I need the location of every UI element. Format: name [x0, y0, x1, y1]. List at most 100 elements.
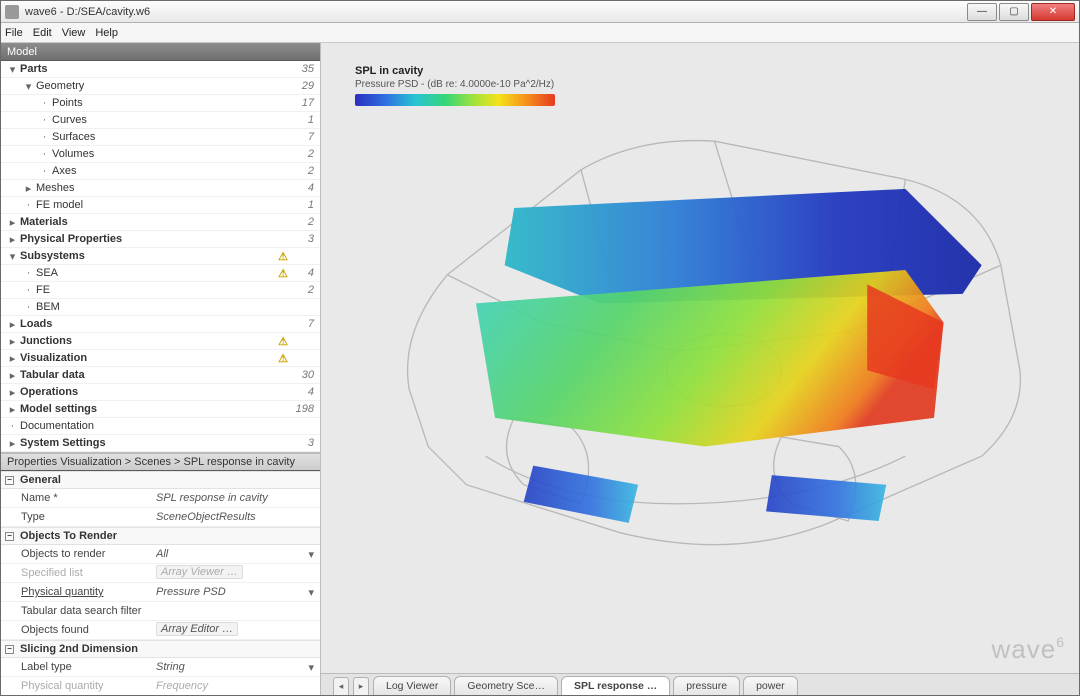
chevron-right-icon[interactable]: ▸	[7, 437, 18, 450]
close-button[interactable]: ✕	[1031, 3, 1075, 21]
property-button[interactable]: Array Editor …	[156, 622, 320, 639]
tree-item[interactable]: ·Volumes2	[1, 146, 320, 163]
property-dropdown[interactable]: All	[156, 548, 320, 561]
tree-item[interactable]: ▸Tabular data30	[1, 367, 320, 384]
bullet-icon[interactable]: ·	[23, 301, 34, 313]
menu-file[interactable]: File	[5, 27, 23, 39]
viewport-tab[interactable]: SPL response …	[561, 676, 670, 695]
minimize-button[interactable]: —	[967, 3, 997, 21]
tree-item[interactable]: ·FE model1	[1, 197, 320, 214]
chevron-right-icon[interactable]: ▸	[7, 352, 18, 365]
chevron-right-icon[interactable]: ▸	[7, 386, 18, 399]
tree-item[interactable]: ·Documentation	[1, 418, 320, 435]
tree-item[interactable]: ▾Subsystems⚠	[1, 248, 320, 265]
maximize-button[interactable]: ▢	[999, 3, 1029, 21]
bullet-icon[interactable]: ·	[23, 284, 34, 296]
collapse-icon[interactable]: −	[5, 532, 14, 541]
property-group-header[interactable]: −Objects To Render	[1, 527, 320, 545]
tree-item-label: Materials	[20, 216, 288, 228]
chevron-right-icon[interactable]: ▸	[7, 318, 18, 331]
property-group-title: Objects To Render	[20, 530, 117, 542]
bullet-icon[interactable]: ·	[7, 420, 18, 432]
menu-edit[interactable]: Edit	[33, 27, 52, 39]
chevron-right-icon[interactable]: ▸	[7, 233, 18, 246]
tree-item[interactable]: ·Curves1	[1, 112, 320, 129]
property-row[interactable]: Objects foundArray Editor …	[1, 621, 320, 640]
property-button[interactable]: Array Viewer …	[156, 565, 320, 582]
tree-item-label: Tabular data	[20, 369, 288, 381]
property-row[interactable]: Label typeString	[1, 658, 320, 677]
viewport-tab[interactable]: Log Viewer	[373, 676, 451, 695]
tree-item[interactable]: ▸Loads7	[1, 316, 320, 333]
color-legend: SPL in cavity Pressure PSD - (dB re: 4.0…	[355, 65, 555, 106]
property-row[interactable]: Objects to renderAll	[1, 545, 320, 564]
bullet-icon[interactable]: ·	[23, 199, 34, 211]
chevron-right-icon[interactable]: ▸	[23, 182, 34, 195]
tree-item[interactable]: ·SEA⚠4	[1, 265, 320, 282]
chevron-down-icon[interactable]: ▾	[23, 80, 34, 93]
bullet-icon[interactable]: ·	[39, 165, 50, 177]
viewport-tab[interactable]: pressure	[673, 676, 740, 695]
property-group-header[interactable]: −General	[1, 471, 320, 489]
tree-item-count: 2	[288, 284, 314, 296]
viewport-tab[interactable]: power	[743, 676, 798, 695]
tree-item[interactable]: ▸Model settings198	[1, 401, 320, 418]
collapse-icon[interactable]: −	[5, 645, 14, 654]
warning-icon: ⚠	[278, 250, 288, 263]
property-dropdown[interactable]: Pressure PSD	[156, 586, 320, 599]
chevron-right-icon[interactable]: ▸	[7, 369, 18, 382]
menu-view[interactable]: View	[62, 27, 86, 39]
viewport-tab[interactable]: Geometry Sce…	[454, 676, 558, 695]
tree-item[interactable]: ·FE2	[1, 282, 320, 299]
tree-item[interactable]: ▾Geometry29	[1, 78, 320, 95]
tree-item[interactable]: ▸Operations4	[1, 384, 320, 401]
property-row[interactable]: Physical quantityPressure PSD	[1, 583, 320, 602]
tree-item-label: Operations	[20, 386, 288, 398]
tree-item-label: Meshes	[36, 182, 288, 194]
tree-item[interactable]: ▸Materials2	[1, 214, 320, 231]
property-group-header[interactable]: −Slicing 2nd Dimension	[1, 640, 320, 658]
bullet-icon[interactable]: ·	[39, 148, 50, 160]
property-value[interactable]: SceneObjectResults	[156, 511, 320, 523]
viewport-3d[interactable]: SPL in cavity Pressure PSD - (dB re: 4.0…	[321, 43, 1079, 673]
tree-item[interactable]: ▾Parts35	[1, 61, 320, 78]
property-dropdown[interactable]: String	[156, 661, 320, 674]
bullet-icon[interactable]: ·	[23, 267, 34, 279]
properties-panel[interactable]: −GeneralName *SPL response in cavityType…	[1, 471, 320, 695]
window-buttons: — ▢ ✕	[965, 3, 1075, 21]
menu-help[interactable]: Help	[95, 27, 118, 39]
bullet-icon[interactable]: ·	[39, 97, 50, 109]
chevron-right-icon[interactable]: ▸	[7, 335, 18, 348]
tree-item-label: Points	[52, 97, 288, 109]
tab-nav-next[interactable]: ▸	[353, 677, 369, 695]
tab-nav-prev[interactable]: ◂	[333, 677, 349, 695]
chevron-right-icon[interactable]: ▸	[7, 216, 18, 229]
tree-item[interactable]: ▸Junctions⚠	[1, 333, 320, 350]
chevron-down-icon[interactable]: ▾	[7, 63, 18, 76]
tree-item[interactable]: ·BEM	[1, 299, 320, 316]
tree-item[interactable]: ▸Visualization⚠	[1, 350, 320, 367]
property-row[interactable]: Physical quantityFrequency	[1, 677, 320, 695]
tree-item[interactable]: ·Points17	[1, 95, 320, 112]
chevron-right-icon[interactable]: ▸	[7, 403, 18, 416]
property-row[interactable]: Tabular data search filter	[1, 602, 320, 621]
tree-item[interactable]: ·Axes2	[1, 163, 320, 180]
bullet-icon[interactable]: ·	[39, 114, 50, 126]
property-row[interactable]: Specified listArray Viewer …	[1, 564, 320, 583]
tree-item[interactable]: ▸Meshes4	[1, 180, 320, 197]
property-row[interactable]: Name *SPL response in cavity	[1, 489, 320, 508]
chevron-down-icon[interactable]: ▾	[7, 250, 18, 263]
bullet-icon[interactable]: ·	[39, 131, 50, 143]
tree-item-label: Documentation	[20, 420, 288, 432]
property-value[interactable]: Frequency	[156, 680, 320, 692]
tree-item-label: Parts	[20, 63, 288, 75]
property-row[interactable]: TypeSceneObjectResults	[1, 508, 320, 527]
tree-item-label: Surfaces	[52, 131, 288, 143]
tree-item[interactable]: ▸System Settings3	[1, 435, 320, 452]
property-value[interactable]: SPL response in cavity	[156, 492, 320, 504]
collapse-icon[interactable]: −	[5, 476, 14, 485]
tree-item[interactable]: ▸Physical Properties3	[1, 231, 320, 248]
model-tree[interactable]: ▾Parts35▾Geometry29·Points17·Curves1·Sur…	[1, 61, 320, 453]
app-window: wave6 - D:/SEA/cavity.w6 — ▢ ✕ File Edit…	[0, 0, 1080, 696]
tree-item[interactable]: ·Surfaces7	[1, 129, 320, 146]
